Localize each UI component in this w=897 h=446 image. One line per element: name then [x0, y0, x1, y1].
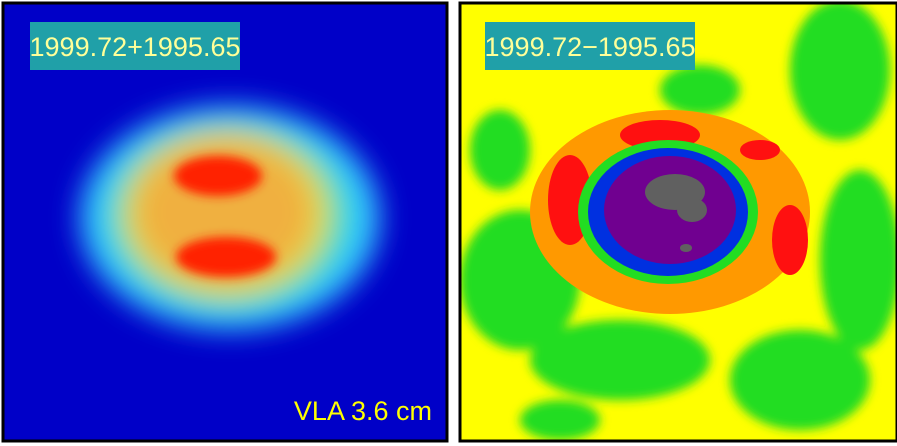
figure: 1999.72+1995.65 VLA 3.6 cm 1999.72−1 — [0, 0, 897, 446]
caption: VLA 3.6 cm — [294, 396, 432, 426]
panel-label: 1999.72+1995.65 — [30, 32, 241, 62]
panel-label: 1999.72−1995.65 — [485, 32, 696, 62]
page: 1999.72+1995.65 VLA 3.6 cm 1999.72−1 — [0, 0, 897, 446]
